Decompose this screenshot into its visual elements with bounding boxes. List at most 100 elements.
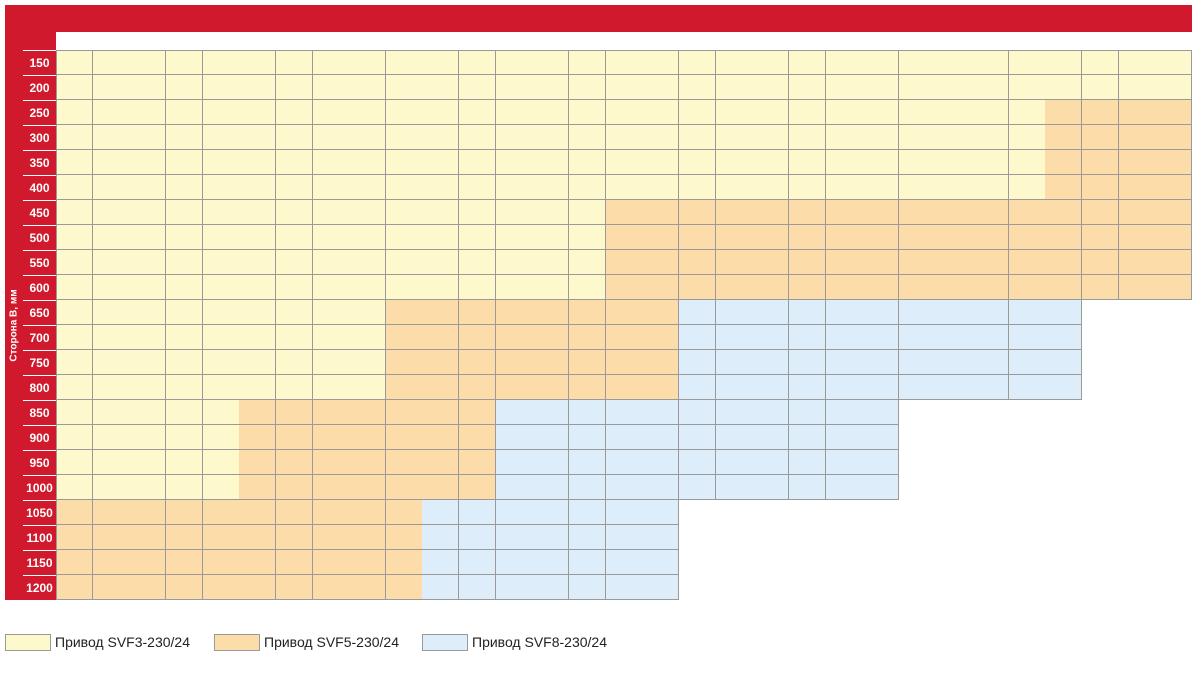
table-cell xyxy=(678,350,716,375)
table-cell xyxy=(972,50,1010,75)
table-cell xyxy=(459,500,497,525)
table-cell xyxy=(275,225,313,250)
table-cell xyxy=(788,175,826,200)
table-cell xyxy=(239,425,277,450)
table-cell xyxy=(495,575,533,600)
table-cell xyxy=(422,450,460,475)
table-cell xyxy=(1008,100,1046,125)
table-cell xyxy=(92,50,130,75)
table-cell xyxy=(495,225,533,250)
table-cell xyxy=(605,350,643,375)
table-cell xyxy=(422,500,460,525)
row-header: 800 xyxy=(23,375,56,400)
table-cell xyxy=(1008,125,1046,150)
table-cell xyxy=(422,525,460,550)
row-header: 200 xyxy=(23,75,56,100)
table-cell xyxy=(715,125,753,150)
table-cell xyxy=(825,200,863,225)
table-cell xyxy=(642,275,680,300)
table-cell xyxy=(92,300,130,325)
table-cell xyxy=(788,450,826,475)
table-cell xyxy=(385,100,423,125)
table-cell xyxy=(56,575,94,600)
table-cell xyxy=(495,175,533,200)
table-cell xyxy=(825,325,863,350)
table-cell xyxy=(752,300,790,325)
table-cell xyxy=(1082,200,1120,225)
table-cell xyxy=(129,175,167,200)
table-cell xyxy=(202,75,240,100)
table-cell xyxy=(422,225,460,250)
table-cell xyxy=(935,300,973,325)
table-cell xyxy=(202,100,240,125)
table-cell xyxy=(92,200,130,225)
table-cell xyxy=(385,425,423,450)
table-cell xyxy=(605,475,643,500)
table-cell xyxy=(56,175,94,200)
table-cell xyxy=(202,300,240,325)
table-cell xyxy=(532,225,570,250)
table-cell xyxy=(495,250,533,275)
table-cell xyxy=(1045,200,1083,225)
table-cell xyxy=(1155,225,1193,250)
table-cell xyxy=(752,225,790,250)
table-cell xyxy=(862,300,900,325)
table-cell xyxy=(92,350,130,375)
table-cell xyxy=(898,125,936,150)
table-cell xyxy=(678,375,716,400)
table-cell xyxy=(459,450,497,475)
table-cell xyxy=(972,275,1010,300)
table-cell xyxy=(312,450,350,475)
row-header: 700 xyxy=(23,325,56,350)
table-cell xyxy=(642,50,680,75)
table-cell xyxy=(642,325,680,350)
table-cell xyxy=(1008,200,1046,225)
table-cell xyxy=(752,50,790,75)
table-cell xyxy=(862,200,900,225)
table-cell xyxy=(349,150,387,175)
table-cell xyxy=(605,125,643,150)
table-cell xyxy=(972,300,1010,325)
legend-label-svf3: Привод SVF3-230/24 xyxy=(55,634,190,650)
table-cell xyxy=(312,425,350,450)
table-cell xyxy=(165,225,203,250)
table-cell xyxy=(569,275,607,300)
table-cell xyxy=(752,475,790,500)
table-cell xyxy=(239,475,277,500)
table-cell xyxy=(642,350,680,375)
table-cell xyxy=(165,325,203,350)
table-cell xyxy=(202,325,240,350)
table-cell xyxy=(605,50,643,75)
table-cell xyxy=(752,200,790,225)
table-cell xyxy=(1045,100,1083,125)
table-cell xyxy=(569,250,607,275)
table-cell xyxy=(349,75,387,100)
table-cell xyxy=(495,75,533,100)
table-cell xyxy=(825,50,863,75)
table-cell xyxy=(1082,250,1120,275)
table-cell xyxy=(935,125,973,150)
table-cell xyxy=(532,375,570,400)
table-cell xyxy=(165,125,203,150)
table-cell xyxy=(459,200,497,225)
table-cell xyxy=(532,500,570,525)
table-cell xyxy=(422,425,460,450)
table-cell xyxy=(239,575,277,600)
table-cell xyxy=(165,275,203,300)
table-cell xyxy=(898,225,936,250)
table-cell xyxy=(459,125,497,150)
table-cell xyxy=(165,75,203,100)
table-cell xyxy=(825,250,863,275)
table-cell xyxy=(129,450,167,475)
table-cell xyxy=(129,475,167,500)
table-cell xyxy=(1082,175,1120,200)
table-cell xyxy=(532,275,570,300)
table-cell xyxy=(56,400,94,425)
table-cell xyxy=(275,450,313,475)
table-cell xyxy=(92,100,130,125)
table-cell xyxy=(605,100,643,125)
table-cell xyxy=(495,50,533,75)
table-cell xyxy=(862,275,900,300)
table-cell xyxy=(862,75,900,100)
column-header: 1800 xyxy=(1155,32,1192,50)
